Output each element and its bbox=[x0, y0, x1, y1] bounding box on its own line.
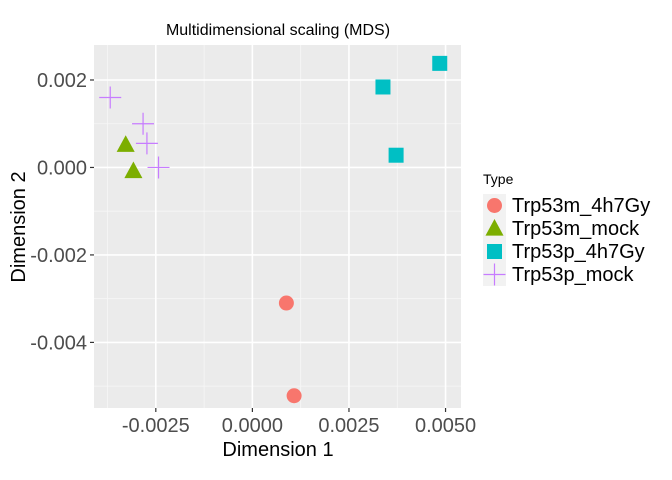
grid-major bbox=[94, 45, 461, 408]
y-tick-label: -0.002 bbox=[30, 245, 87, 267]
legend-key-circle bbox=[487, 198, 502, 213]
x-tick-label: 0.0000 bbox=[222, 415, 283, 437]
legend-title: Type bbox=[483, 171, 514, 187]
x-tick-label: 0.0050 bbox=[415, 415, 476, 437]
data-point-square bbox=[375, 79, 391, 95]
data-point-circle bbox=[286, 388, 302, 404]
data-point-cross bbox=[99, 86, 122, 109]
x-axis-title: Dimension 1 bbox=[222, 439, 333, 461]
data-point-cross bbox=[135, 132, 158, 155]
y-axis-title: Dimension 2 bbox=[8, 171, 30, 282]
legend-key-square bbox=[487, 244, 502, 259]
y-tick-label: 0.002 bbox=[37, 70, 87, 92]
data-point-cross bbox=[147, 156, 170, 179]
legend-key-cross bbox=[483, 263, 506, 286]
legend-key-triangle bbox=[485, 219, 504, 236]
data-point-square bbox=[432, 55, 448, 71]
legend: Trp53m_4h7GyTrp53m_mockTrp53p_4h7GyTrp53… bbox=[483, 194, 650, 286]
data-point-triangle bbox=[124, 161, 143, 179]
y-axis-ticks: -0.004 -0.002 0.000 0.002 bbox=[30, 70, 94, 354]
legend-label: Trp53m_mock bbox=[512, 218, 640, 240]
data-point-cross bbox=[132, 112, 155, 135]
data-points bbox=[99, 55, 448, 404]
y-tick-label: 0.000 bbox=[37, 157, 87, 179]
legend-label: Trp53p_mock bbox=[512, 264, 635, 286]
chart-title: Multidimensional scaling (MDS) bbox=[166, 22, 390, 39]
x-tick-label: 0.0025 bbox=[318, 415, 379, 437]
legend-label: Trp53p_4h7Gy bbox=[512, 241, 645, 263]
x-axis-ticks: -0.0025 0.0000 0.0025 0.0050 bbox=[122, 408, 476, 437]
y-tick-label: -0.004 bbox=[30, 332, 87, 354]
legend-label: Trp53m_4h7Gy bbox=[512, 195, 650, 217]
plot-panel bbox=[94, 45, 461, 408]
data-point-circle bbox=[278, 295, 294, 311]
data-point-triangle bbox=[116, 135, 135, 152]
x-tick-label: -0.0025 bbox=[122, 415, 190, 437]
data-point-square bbox=[388, 147, 404, 163]
